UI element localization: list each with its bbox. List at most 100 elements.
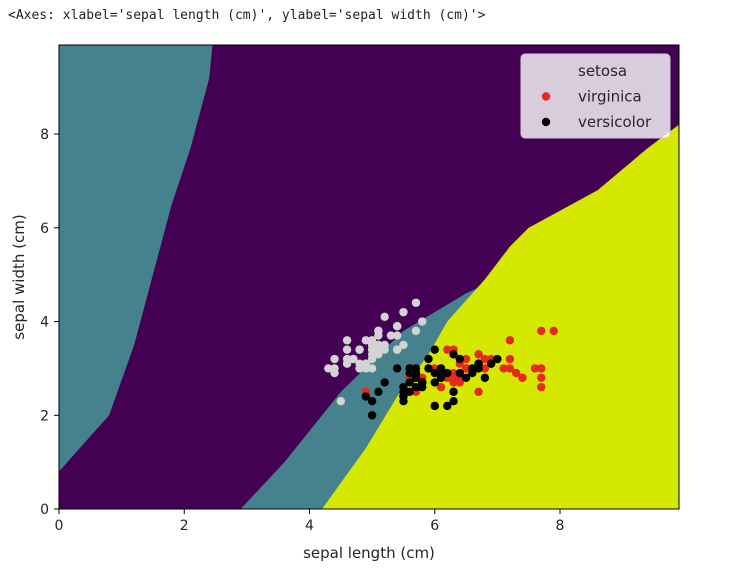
setosa-point xyxy=(367,350,377,359)
versicolor-point xyxy=(449,350,458,359)
virginica-point xyxy=(511,368,521,378)
versicolor-point xyxy=(474,359,483,368)
versicolor-point xyxy=(380,378,389,387)
data-points xyxy=(324,298,558,420)
virginica-point xyxy=(480,354,490,364)
y-tick-label: 4 xyxy=(40,315,49,331)
versicolor-point xyxy=(411,373,421,382)
virginica-point xyxy=(449,373,458,382)
virginica-point xyxy=(505,354,515,364)
plot-frame xyxy=(58,44,680,510)
virginica-point xyxy=(474,350,483,359)
y-axis-label: sepal width (cm) xyxy=(10,214,28,339)
y-tick-label: 8 xyxy=(40,127,49,143)
virginica-point xyxy=(530,364,540,373)
setosa-point xyxy=(386,331,396,340)
setosa-point xyxy=(349,354,358,364)
x-axis-label: sepal length (cm) xyxy=(303,544,435,562)
y-axis-ticks: 0 2 4 6 8 xyxy=(40,127,59,518)
setosa-point xyxy=(342,354,352,364)
setosa-point xyxy=(330,354,339,364)
legend-marker-virginica xyxy=(541,92,551,101)
versicolor-point xyxy=(455,368,465,378)
region-yellow xyxy=(322,124,679,509)
cell-output-text: <Axes: xlabel='sepal length (cm)', ylabe… xyxy=(8,8,486,23)
versicolor-point xyxy=(436,364,446,373)
versicolor-point xyxy=(361,392,371,401)
virginica-point xyxy=(474,387,483,397)
setosa-point xyxy=(330,364,339,373)
setosa-point xyxy=(324,364,333,373)
setosa-point xyxy=(380,312,389,322)
versicolor-point xyxy=(436,373,446,382)
versicolor-point xyxy=(418,382,427,392)
legend-box xyxy=(520,53,671,139)
versicolor-point xyxy=(480,373,490,382)
virginica-point xyxy=(461,364,471,373)
versicolor-point xyxy=(455,354,465,364)
versicolor-point xyxy=(424,364,433,373)
setosa-point xyxy=(392,322,402,331)
setosa-point xyxy=(342,336,352,345)
versicolor-point xyxy=(405,378,414,387)
y-tick-label: 2 xyxy=(40,408,49,424)
versicolor-point xyxy=(486,359,496,368)
versicolor-point xyxy=(430,345,439,354)
virginica-point xyxy=(537,382,546,392)
versicolor-point xyxy=(449,397,458,406)
versicolor-point xyxy=(405,387,414,397)
setosa-point xyxy=(361,336,371,345)
x-tick-label: 6 xyxy=(430,518,439,534)
setosa-point xyxy=(411,326,421,336)
setosa-point xyxy=(399,340,408,350)
versicolor-point xyxy=(461,373,471,382)
setosa-point xyxy=(367,364,377,373)
versicolor-point xyxy=(424,354,433,364)
y-tick-label: 0 xyxy=(40,502,49,518)
x-axis-ticks: 0 2 4 6 8 xyxy=(55,509,564,534)
x-tick-label: 0 xyxy=(55,518,64,534)
versicolor-point xyxy=(430,378,439,387)
setosa-point xyxy=(392,345,402,354)
versicolor-point xyxy=(443,401,452,411)
versicolor-point xyxy=(493,354,502,364)
versicolor-point xyxy=(449,387,458,397)
virginica-point xyxy=(499,364,508,373)
setosa-point xyxy=(380,345,389,354)
virginica-point xyxy=(436,382,446,392)
legend-marker-setosa xyxy=(541,66,551,76)
virginica-point xyxy=(518,373,527,382)
versicolor-point xyxy=(430,401,439,411)
setosa-point xyxy=(392,331,402,340)
virginica-point xyxy=(537,326,546,336)
setosa-point xyxy=(374,345,383,354)
legend: setosa virginica versicolor xyxy=(520,53,671,139)
region-teal-left xyxy=(59,45,213,472)
versicolor-point xyxy=(399,382,408,392)
versicolor-point xyxy=(405,364,414,373)
versicolor-point xyxy=(392,364,402,373)
virginica-point xyxy=(549,326,558,336)
versicolor-point xyxy=(430,368,439,378)
setosa-point xyxy=(342,345,352,354)
x-tick-label: 4 xyxy=(305,518,314,534)
virginica-point xyxy=(537,373,546,382)
virginica-point xyxy=(505,336,515,345)
setosa-point xyxy=(418,317,427,326)
legend-label-versicolor: versicolor xyxy=(578,113,652,131)
versicolor-point xyxy=(367,411,377,420)
setosa-point xyxy=(411,298,421,307)
legend-marker-versicolor xyxy=(541,117,551,127)
setosa-point xyxy=(399,307,408,317)
legend-label-setosa: setosa xyxy=(578,62,627,80)
versicolor-point xyxy=(411,382,421,392)
virginica-point xyxy=(537,364,546,373)
setosa-point xyxy=(336,397,346,406)
setosa-point xyxy=(367,340,377,350)
setosa-point xyxy=(374,326,383,336)
versicolor-point xyxy=(468,364,477,373)
virginica-point xyxy=(480,364,490,373)
versicolor-point xyxy=(367,397,377,406)
setosa-point xyxy=(361,359,371,368)
